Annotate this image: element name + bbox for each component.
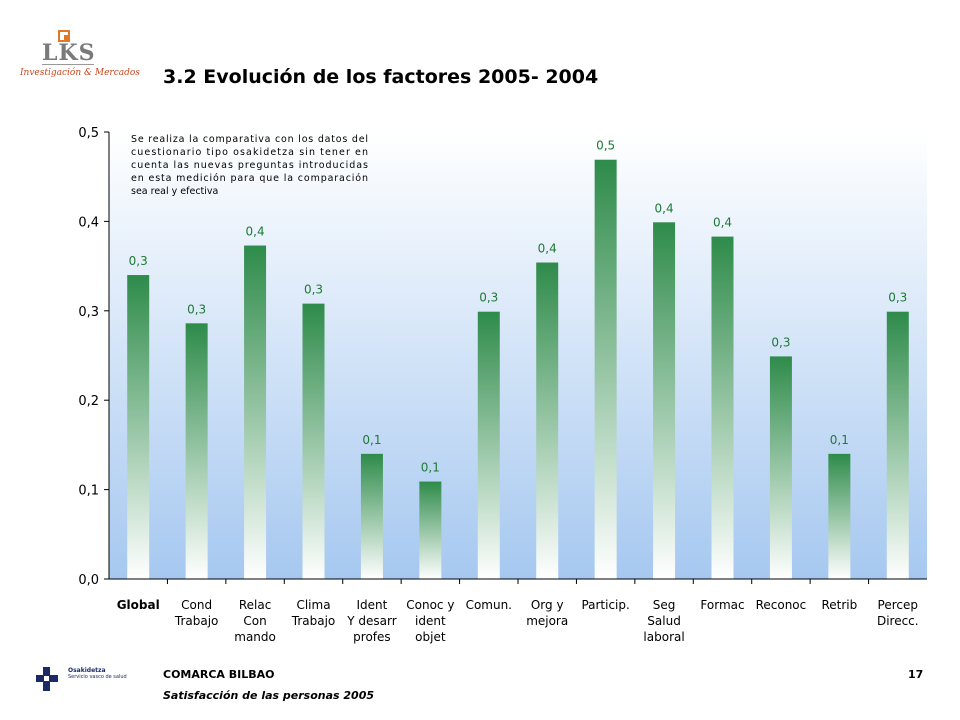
data-label: 0,4 bbox=[246, 225, 265, 239]
x-tick-label: mejora bbox=[526, 614, 568, 628]
x-tick-label: Org y bbox=[531, 598, 564, 612]
x-tick-label: Cond bbox=[181, 598, 212, 612]
x-tick-label: mando bbox=[234, 630, 276, 644]
bar bbox=[594, 159, 617, 580]
page-title: 3.2 Evolución de los factores 2005- 2004 bbox=[163, 66, 599, 88]
lks-logo: LKS Investigación & Mercados bbox=[18, 30, 140, 86]
x-tick-label: Direcc. bbox=[877, 614, 919, 628]
x-tick-label: Percep bbox=[878, 598, 918, 612]
x-tick-label: Y desarr bbox=[346, 614, 396, 628]
note-line-4: en esta medición para que la comparación bbox=[131, 173, 368, 184]
x-tick-label: Conoc y bbox=[406, 598, 454, 612]
x-tick-label: objet bbox=[415, 630, 446, 644]
y-axis: 0,0 0,1 0,2 0,3 0,4 0,5 bbox=[78, 126, 109, 588]
logo-divider bbox=[42, 64, 94, 65]
logo-mark-fill-icon bbox=[64, 35, 70, 41]
x-tick-label: Clima bbox=[296, 598, 330, 612]
x-tick-label: Salud bbox=[647, 614, 681, 628]
data-label: 0,3 bbox=[888, 291, 907, 305]
bar bbox=[477, 311, 500, 579]
footer-logo-line1: Osakidetza bbox=[68, 667, 106, 674]
x-tick-label: laboral bbox=[643, 630, 684, 644]
y-tick-label: 0,3 bbox=[78, 305, 99, 320]
bar bbox=[419, 481, 442, 579]
x-tick-label: Trabajo bbox=[291, 614, 336, 628]
data-label: 0,1 bbox=[830, 433, 849, 447]
bar bbox=[653, 222, 676, 579]
data-label: 0,3 bbox=[187, 302, 206, 316]
bar bbox=[185, 323, 208, 579]
note-line-1: Se realiza la comparativa con los datos … bbox=[131, 134, 368, 145]
data-label: 0,3 bbox=[304, 283, 323, 297]
x-tick-label: Seg bbox=[653, 598, 676, 612]
x-tick-label: Retrib bbox=[821, 598, 857, 612]
osakidetza-cross-center-icon bbox=[44, 676, 49, 681]
logo-subtitle: Investigación & Mercados bbox=[20, 68, 140, 78]
y-tick-label: 0,0 bbox=[78, 573, 99, 588]
data-label: 0,1 bbox=[362, 433, 381, 447]
data-label: 0,3 bbox=[479, 291, 498, 305]
osakidetza-logo: Osakidetza Servicio vasco de salud bbox=[32, 663, 162, 703]
bar-chart: 0,00,10,20,30,40,5 0,30,30,40,30,10,10,3… bbox=[78, 126, 927, 644]
plot-area bbox=[109, 132, 927, 579]
y-tick-label: 0,4 bbox=[78, 215, 99, 230]
bar bbox=[302, 303, 325, 579]
x-tick-label: Particip. bbox=[581, 598, 629, 612]
x-axis: Global Cond Trabajo Relac Con mando Clima Traba… bbox=[117, 579, 919, 644]
note-line-3: cuenta las nuevas preguntas introducidas bbox=[131, 160, 368, 171]
x-tick-label: ident bbox=[415, 614, 446, 628]
data-label: 0,5 bbox=[596, 139, 615, 153]
footer-organization: COMARCA BILBAO bbox=[163, 668, 275, 681]
footer-subtitle: Satisfacción de las personas 2005 bbox=[163, 689, 375, 702]
note-line-5: sea real y efectiva bbox=[131, 186, 218, 197]
bar bbox=[711, 236, 734, 579]
data-label: 0,4 bbox=[713, 216, 732, 230]
page-number: 17 bbox=[908, 668, 924, 681]
footer-logo-line2: Servicio vasco de salud bbox=[68, 674, 127, 680]
bar bbox=[244, 245, 267, 579]
x-tick-label: Con bbox=[243, 614, 266, 628]
note-box: Se realiza la comparativa con los datos … bbox=[131, 134, 368, 197]
x-tick-label: Reconoc bbox=[756, 598, 807, 612]
data-label: 0,1 bbox=[421, 461, 440, 475]
note-line-2: cuestionario tipo osakidetza sin tener e… bbox=[131, 147, 368, 158]
x-tick-label: Global bbox=[117, 598, 160, 612]
bar bbox=[536, 262, 559, 579]
x-tick-label: Ident bbox=[356, 598, 387, 612]
bar bbox=[127, 275, 150, 579]
data-label: 0,3 bbox=[129, 254, 148, 268]
logo-text: LKS bbox=[42, 40, 96, 66]
data-label: 0,4 bbox=[538, 242, 557, 256]
bar bbox=[360, 453, 383, 579]
y-tick-label: 0,5 bbox=[78, 126, 99, 141]
bar bbox=[769, 356, 792, 579]
bar bbox=[886, 311, 909, 579]
x-tick-label: Relac bbox=[239, 598, 271, 612]
y-tick-label: 0,2 bbox=[78, 394, 99, 409]
y-tick-label: 0,1 bbox=[78, 484, 99, 499]
data-label: 0,4 bbox=[655, 201, 674, 215]
bars-group bbox=[127, 159, 909, 580]
x-tick-label: Comun. bbox=[466, 598, 512, 612]
x-tick-label: Trabajo bbox=[174, 614, 219, 628]
data-label: 0,3 bbox=[771, 335, 790, 349]
bar bbox=[828, 453, 851, 579]
value-labels: 0,3 0,3 0,4 0,3 0,1 0,1 0,3 0,4 0,5 0,4 0,4 0,3 0,1 0… bbox=[129, 139, 908, 475]
x-tick-label: Formac bbox=[700, 598, 744, 612]
x-tick-label: profes bbox=[353, 630, 391, 644]
